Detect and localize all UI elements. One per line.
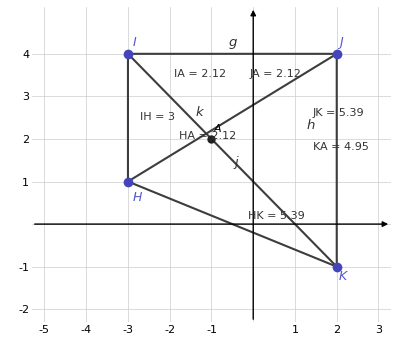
- Text: g: g: [228, 36, 237, 49]
- Text: A: A: [213, 124, 221, 134]
- Text: KA = 4.95: KA = 4.95: [312, 142, 368, 152]
- Text: H: H: [133, 191, 142, 204]
- Text: h: h: [307, 119, 315, 132]
- Text: IA = 2.12: IA = 2.12: [174, 69, 226, 79]
- Text: HA = 2.12: HA = 2.12: [179, 131, 236, 141]
- Text: K: K: [339, 270, 347, 283]
- Text: k: k: [196, 106, 203, 119]
- Text: JK = 5.39: JK = 5.39: [312, 107, 364, 118]
- Text: JA = 2.12: JA = 2.12: [250, 69, 302, 79]
- Text: J: J: [339, 36, 343, 49]
- Text: I: I: [133, 36, 137, 49]
- Text: HK = 5.39: HK = 5.39: [248, 211, 305, 222]
- Text: j: j: [235, 156, 238, 169]
- Text: IH = 3: IH = 3: [140, 112, 175, 122]
